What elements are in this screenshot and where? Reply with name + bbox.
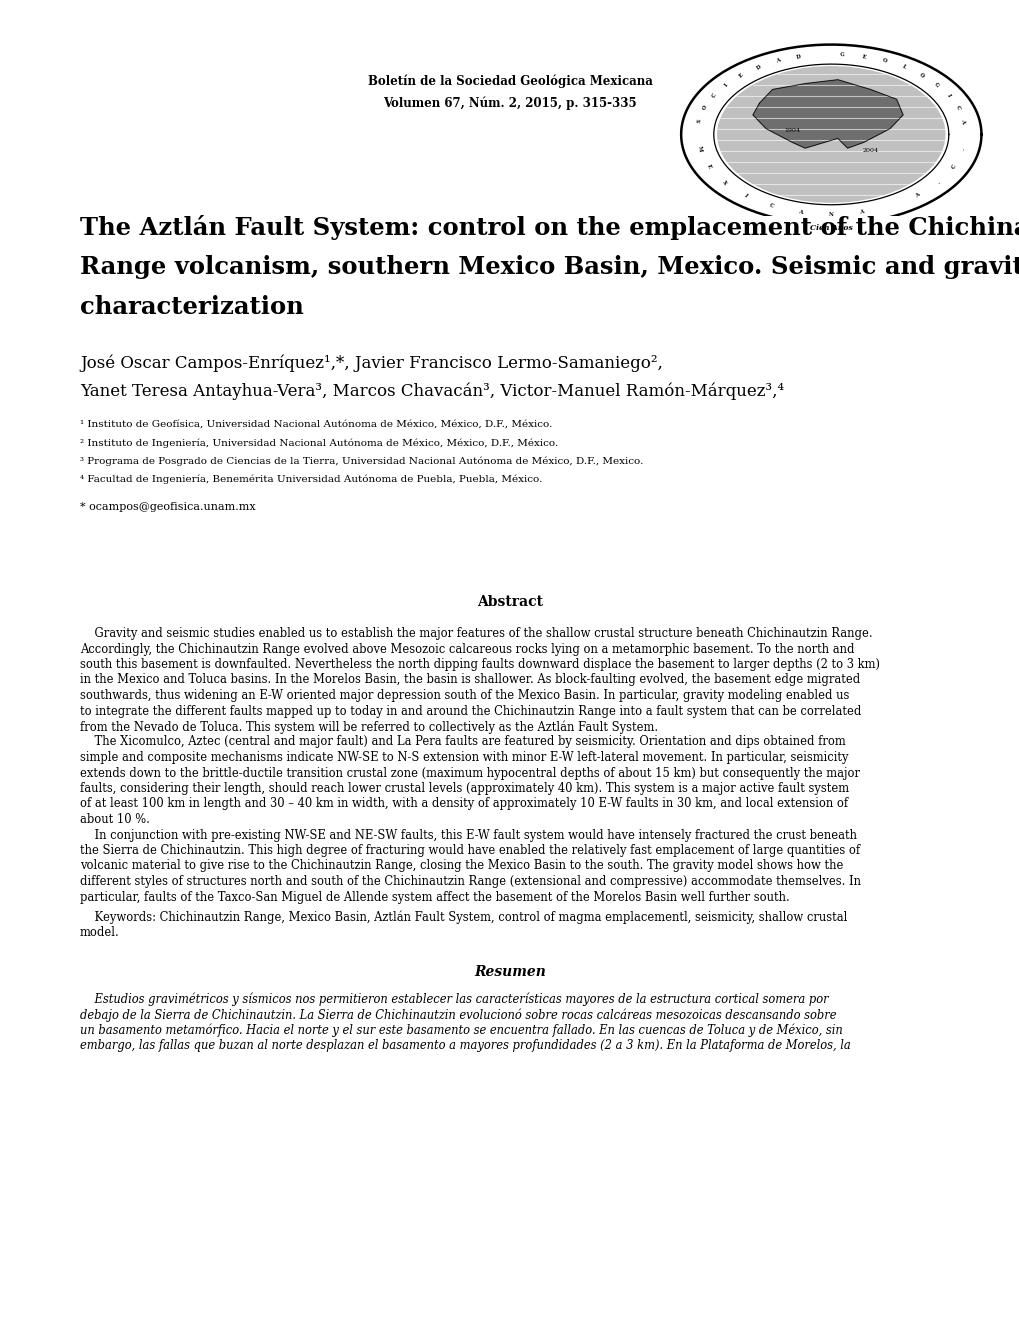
- Text: ² Instituto de Ingeniería, Universidad Nacional Autónoma de México, México, D.F.: ² Instituto de Ingeniería, Universidad N…: [79, 438, 557, 447]
- Text: A: A: [913, 193, 919, 199]
- Text: I: I: [722, 82, 729, 87]
- Text: C: C: [767, 203, 773, 209]
- Text: C: C: [710, 92, 716, 99]
- Text: I: I: [742, 193, 747, 198]
- Text: volcanic material to give rise to the Chichinautzin Range, closing the Mexico Ba: volcanic material to give rise to the Ch…: [79, 859, 843, 873]
- Text: Abstract: Abstract: [477, 595, 542, 609]
- Text: I: I: [945, 94, 951, 98]
- Text: different styles of structures north and south of the Chichinautzin Range (exten: different styles of structures north and…: [79, 875, 860, 888]
- Text: southwards, thus widening an E-W oriented major depression south of the Mexico B: southwards, thus widening an E-W oriente…: [79, 689, 849, 702]
- Text: A: A: [859, 210, 864, 215]
- Text: Accordingly, the Chichinautzin Range evolved above Mesozoic calcareous rocks lyi: Accordingly, the Chichinautzin Range evo…: [79, 643, 854, 656]
- Text: Gravity and seismic studies enabled us to establish the major features of the sh: Gravity and seismic studies enabled us t…: [79, 627, 872, 640]
- Text: M: M: [696, 145, 702, 152]
- Text: C: C: [950, 164, 957, 169]
- Text: E: E: [738, 73, 744, 78]
- Text: A: A: [774, 58, 780, 65]
- Text: Keywords: Chichinautzin Range, Mexico Basin, Aztlán Fault System, control of mag: Keywords: Chichinautzin Range, Mexico Ba…: [79, 911, 847, 924]
- Text: the Sierra de Chichinautzin. This high degree of fracturing would have enabled t: the Sierra de Chichinautzin. This high d…: [79, 843, 859, 857]
- Text: E: E: [705, 164, 711, 169]
- Text: D: D: [754, 63, 761, 70]
- Text: Ó: Ó: [917, 71, 924, 79]
- Text: C: C: [954, 106, 960, 111]
- Text: about 10 %.: about 10 %.: [79, 813, 150, 826]
- Text: S: S: [696, 119, 702, 123]
- Text: Yanet Teresa Antayhua-Vera³, Marcos Chavacán³, Victor-Manuel Ramón-Márquez³,⁴: Yanet Teresa Antayhua-Vera³, Marcos Chav…: [79, 381, 784, 400]
- Text: to integrate the different faults mapped up to today in and around the Chichinau: to integrate the different faults mapped…: [79, 705, 860, 718]
- Polygon shape: [752, 79, 902, 148]
- Text: model.: model.: [79, 927, 119, 940]
- Text: of at least 100 km in length and 30 – 40 km in width, with a density of approxim: of at least 100 km in length and 30 – 40…: [79, 797, 847, 810]
- Text: Range volcanism, southern Mexico Basin, Mexico. Seismic and gravity: Range volcanism, southern Mexico Basin, …: [79, 255, 1019, 279]
- Text: 1904: 1904: [784, 128, 800, 133]
- Text: D: D: [795, 54, 801, 59]
- Text: O: O: [701, 104, 707, 111]
- Text: .: .: [935, 180, 941, 185]
- Text: E: E: [861, 54, 866, 59]
- Text: * ocampos@geofisica.unam.mx: * ocampos@geofisica.unam.mx: [79, 502, 256, 512]
- Text: 2004: 2004: [861, 148, 877, 153]
- Text: Estudios gravimétricos y sísmicos nos permitieron establecer las características: Estudios gravimétricos y sísmicos nos pe…: [79, 993, 827, 1006]
- Text: Boletín de la Sociedad Geológica Mexicana: Boletín de la Sociedad Geológica Mexican…: [367, 75, 652, 88]
- Text: G: G: [932, 82, 938, 88]
- Text: embargo, las fallas que buzan al norte desplazan el basamento a mayores profundi: embargo, las fallas que buzan al norte d…: [79, 1039, 850, 1052]
- Text: O: O: [880, 58, 887, 65]
- Text: The Aztlán Fault System: control on the emplacement of the Chichinautzin: The Aztlán Fault System: control on the …: [79, 215, 1019, 240]
- Text: faults, considering their length, should reach lower crustal levels (approximate: faults, considering their length, should…: [79, 781, 848, 795]
- Text: ¹ Instituto de Geofísica, Universidad Nacional Autónoma de México, México, D.F.,: ¹ Instituto de Geofísica, Universidad Na…: [79, 420, 552, 429]
- Text: ⁴ Facultad de Ingeniería, Benemérita Universidad Autónoma de Puebla, Puebla, Méx: ⁴ Facultad de Ingeniería, Benemérita Uni…: [79, 474, 542, 483]
- Text: particular, faults of the Taxco-San Miguel de Allende system affect the basement: particular, faults of the Taxco-San Migu…: [79, 891, 789, 903]
- Text: south this basement is downfaulted. Nevertheless the north dipping faults downwa: south this basement is downfaulted. Neve…: [79, 657, 879, 671]
- Text: A: A: [959, 117, 965, 123]
- Text: A: A: [797, 210, 802, 215]
- Text: debajo de la Sierra de Chichinautzin. La Sierra de Chichinautzin evolucionó sobr: debajo de la Sierra de Chichinautzin. La…: [79, 1008, 836, 1022]
- Text: The Xicomulco, Aztec (central and major fault) and La Pera faults are featured b: The Xicomulco, Aztec (central and major …: [79, 735, 845, 748]
- Circle shape: [716, 66, 945, 203]
- Text: ³ Programa de Posgrado de Ciencias de la Tierra, Universidad Nacional Autónoma d: ³ Programa de Posgrado de Ciencias de la…: [79, 455, 643, 466]
- Text: N: N: [828, 213, 833, 216]
- Text: In conjunction with pre-existing NW-SE and NE-SW faults, this E-W fault system w: In conjunction with pre-existing NW-SE a…: [79, 829, 856, 842]
- Text: in the Mexico and Toluca basins. In the Morelos Basin, the basin is shallower. A: in the Mexico and Toluca basins. In the …: [79, 673, 859, 686]
- Text: simple and composite mechanisms indicate NW-SE to N-S extension with minor E-W l: simple and composite mechanisms indicate…: [79, 751, 848, 764]
- Text: .: .: [960, 147, 965, 149]
- Text: characterization: characterization: [79, 294, 304, 319]
- Text: extends down to the brittle-ductile transition crustal zone (maximum hypocentral: extends down to the brittle-ductile tran…: [79, 767, 859, 780]
- Text: Cien Años: Cien Años: [809, 224, 852, 232]
- Text: José Oscar Campos-Enríquez¹,*, Javier Francisco Lermo-Samaniego²,: José Oscar Campos-Enríquez¹,*, Javier Fr…: [79, 355, 662, 372]
- Text: G: G: [839, 51, 844, 57]
- Text: from the Nevado de Toluca. This system will be referred to collectively as the A: from the Nevado de Toluca. This system w…: [79, 719, 657, 734]
- Text: Volumen 67, Núm. 2, 2015, p. 315-335: Volumen 67, Núm. 2, 2015, p. 315-335: [383, 96, 636, 111]
- Text: L: L: [901, 65, 906, 70]
- Text: un basamento metamórfico. Hacia el norte y el sur este basamento se encuentra fa: un basamento metamórfico. Hacia el norte…: [79, 1023, 842, 1038]
- Text: Resumen: Resumen: [474, 965, 545, 978]
- Text: X: X: [720, 180, 727, 185]
